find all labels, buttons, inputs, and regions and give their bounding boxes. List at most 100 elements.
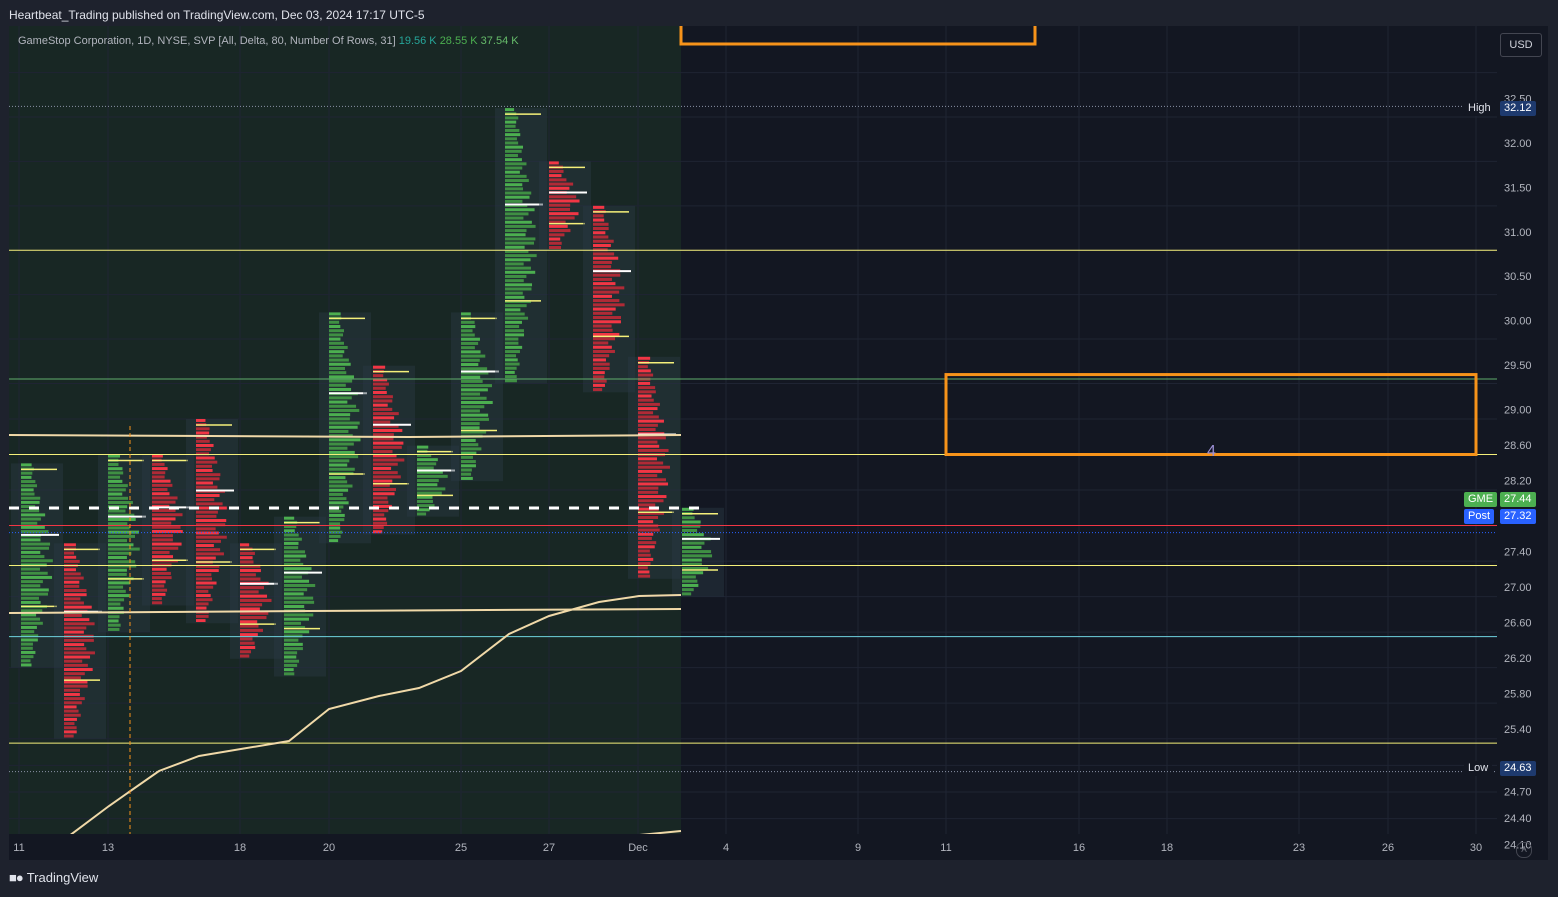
profile-bar-7-34 [329, 455, 359, 459]
profile-bar-0-6 [21, 488, 34, 492]
profile-bar-11-13 [505, 162, 527, 166]
profile-bar-4-8 [196, 452, 210, 456]
footer-brand[interactable]: ■● TradingView [9, 870, 98, 885]
profile-bar-0-38 [21, 621, 43, 625]
currency-button[interactable]: USD [1500, 33, 1542, 57]
profile-bar-11-65 [505, 379, 517, 383]
price-tick-label-7: 29.00 [1504, 404, 1532, 416]
profile-bar-11-47 [505, 304, 527, 308]
profile-bar-13-3 [593, 218, 605, 222]
profile-bar-2-8 [108, 488, 126, 492]
chart-svg[interactable]: 4 [9, 26, 1497, 834]
profile-bar-4-7 [196, 448, 211, 452]
profile-bar-5-4 [240, 560, 254, 564]
profile-bar-3-12 [152, 504, 170, 508]
profile-bar-6-20 [284, 600, 315, 604]
profile-bar-12-16 [549, 229, 571, 233]
profile-bar-10-2 [461, 320, 475, 324]
profile-bar-8-13 [373, 420, 391, 424]
profile-bar-13-26 [593, 316, 622, 320]
profile-bar-15-20 [682, 592, 692, 596]
profile-bar-13-0 [593, 205, 605, 209]
profile-bar-14-39 [638, 520, 654, 524]
profile-bar-14-14 [638, 415, 659, 419]
profile-bar-5-13 [240, 598, 272, 602]
profile-bar-2-28 [108, 572, 127, 576]
profile-bar-13-33 [593, 345, 612, 349]
profile-bar-0-32 [21, 596, 39, 600]
profile-bar-6-9 [284, 554, 307, 558]
auto-scale-button[interactable]: A [1516, 842, 1532, 858]
profile-bar-3-32 [152, 588, 168, 592]
profile-bar-4-20 [196, 502, 223, 506]
upper-zone-bracket [679, 26, 1037, 46]
profile-bar-1-41 [64, 713, 81, 717]
high-tag-label: High [1464, 101, 1495, 116]
profile-bar-10-28 [461, 430, 487, 434]
time-tick-label-2: 18 [234, 842, 246, 854]
profile-bar-10-23 [461, 409, 480, 413]
profile-bar-3-22 [152, 546, 179, 550]
profile-bar-2-17 [108, 526, 130, 530]
profile-bar-6-29 [284, 638, 299, 642]
profile-bar-11-38 [505, 266, 531, 270]
profile-bar-4-38 [196, 577, 212, 581]
profile-bar-4-40 [196, 585, 214, 589]
profile-bar-1-27 [64, 655, 91, 659]
profile-bar-2-25 [108, 560, 136, 564]
profile-bar-13-18 [593, 282, 616, 286]
profile-bar-9-2 [417, 453, 432, 457]
profile-bar-15-5 [682, 528, 698, 532]
profile-bar-11-31 [505, 237, 536, 241]
profile-bar-3-7 [152, 483, 173, 487]
profile-bar-0-8 [21, 496, 41, 500]
profile-bar-14-3 [638, 369, 651, 373]
profile-bar-6-15 [284, 579, 310, 583]
profile-bar-11-30 [505, 233, 526, 237]
profile-bar-2-0 [108, 454, 121, 458]
profile-bar-5-18 [240, 620, 258, 624]
profile-bar-14-16 [638, 423, 658, 427]
profile-bar-6-6 [284, 541, 299, 545]
profile-bar-4-28 [196, 535, 227, 539]
price-tick-label-15: 25.80 [1504, 689, 1532, 701]
price-tick-label-14: 26.20 [1504, 653, 1532, 665]
profile-bar-6-8 [284, 550, 306, 554]
profile-bar-0-43 [21, 642, 33, 646]
profile-bar-13-24 [593, 307, 616, 311]
price-tick-label-11: 27.40 [1504, 547, 1532, 559]
profile-bar-11-28 [505, 224, 536, 228]
profile-bar-11-48 [505, 308, 521, 312]
price-tick-label-3: 31.00 [1504, 227, 1532, 239]
profile-bar-2-20 [108, 539, 128, 543]
profile-bar-10-14 [461, 371, 489, 375]
profile-bar-11-50 [505, 316, 529, 320]
profile-bar-12-0 [549, 161, 559, 165]
profile-bar-10-27 [461, 426, 480, 430]
profile-bar-10-24 [461, 413, 489, 417]
profile-bar-13-7 [593, 235, 609, 239]
profile-bar-11-41 [505, 279, 524, 283]
profile-bar-11-18 [505, 183, 523, 187]
price-axis[interactable]: 32.50 32.00 31.50 31.00 30.50 30.00 29.50 29.00… [1497, 26, 1548, 860]
time-axis[interactable]: 11 13 18 20 25 27 Dec 4 9 11 16 18 23 26 30 [9, 834, 1497, 860]
profile-bar-11-34 [505, 249, 529, 253]
profile-bar-15-9 [682, 545, 702, 549]
profile-bar-7-10 [329, 354, 343, 358]
profile-bar-5-2 [240, 551, 255, 555]
profile-bar-13-30 [593, 332, 620, 337]
profile-bar-1-21 [64, 630, 84, 634]
profile-bar-4-6 [196, 443, 214, 447]
profile-bar-14-34 [638, 499, 664, 503]
profile-bar-14-28 [638, 474, 658, 478]
profile-bar-11-33 [505, 245, 525, 249]
chart-pane[interactable]: 4 [9, 26, 1497, 834]
profile-bar-9-7 [417, 474, 448, 478]
indicator-legend[interactable]: GameStop Corporation, 1D, NYSE, SVP [All… [18, 35, 519, 47]
profile-bar-8-11 [373, 412, 399, 416]
profile-bar-4-30 [196, 544, 214, 548]
profile-bar-6-35 [284, 663, 298, 667]
profile-bar-10-30 [461, 438, 476, 442]
profile-bar-10-11 [461, 358, 480, 362]
time-tick-label-14: 30 [1470, 842, 1482, 854]
